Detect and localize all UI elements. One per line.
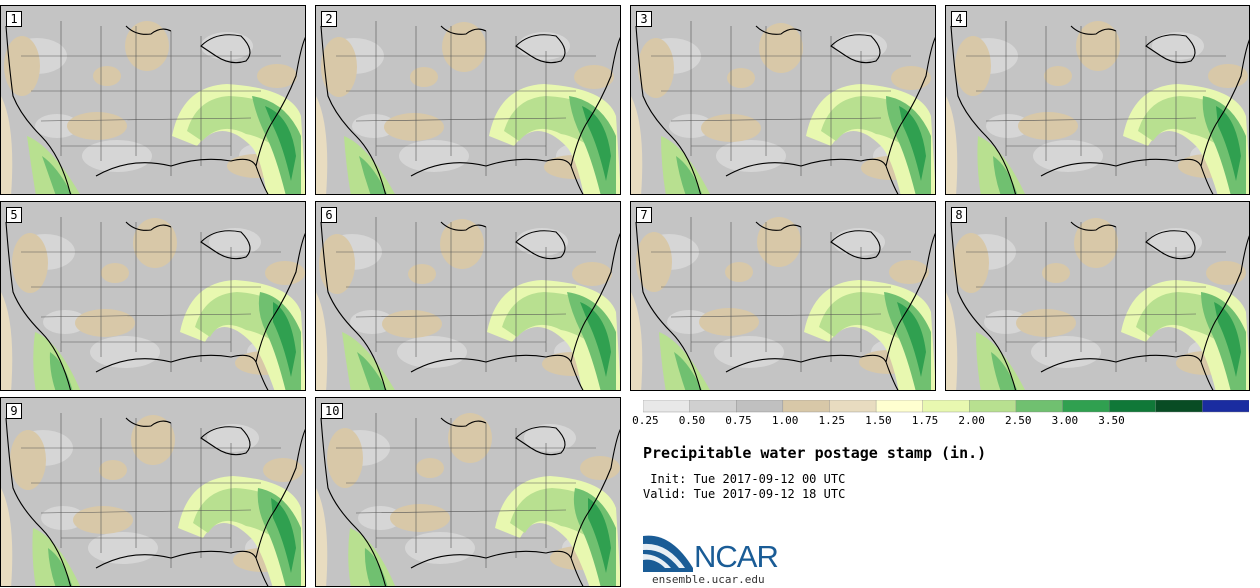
colorbar-segment	[875, 400, 924, 413]
panel-number: 3	[636, 11, 652, 27]
init-time: Init: Tue 2017-09-12 00 UTC	[643, 472, 846, 486]
colorbar-segment	[1108, 400, 1157, 413]
panel-number: 8	[951, 207, 967, 223]
colorbar-tick-label: 3.00	[1051, 414, 1079, 427]
colorbar-tick-label: 1.75	[911, 414, 939, 427]
colorbar-tick-label: 0.75	[725, 414, 752, 427]
colorbar-tick-label: 0.25	[632, 414, 659, 427]
colorbar-segment	[643, 400, 691, 413]
colorbar-segment	[1015, 400, 1064, 413]
colorbar	[643, 400, 1249, 413]
map-panel-1: 1	[0, 5, 306, 195]
colorbar-tick-label: 1.00	[771, 414, 799, 427]
colorbar-tick-label: 2.50	[1005, 414, 1032, 427]
colorbar-tick-label: 0.50	[678, 414, 706, 427]
ncar-logo-text: NCAR	[694, 539, 779, 574]
colorbar-segment	[1202, 400, 1249, 413]
website-link[interactable]: ensemble.ucar.edu	[652, 573, 765, 586]
colorbar-segment	[1062, 400, 1110, 413]
map-panel-8: 8	[945, 201, 1250, 391]
map-panel-9: 9	[0, 397, 306, 587]
colorbar-segment	[736, 400, 784, 413]
colorbar-segment	[969, 400, 1017, 413]
map-panel-6: 6	[315, 201, 621, 391]
panel-number: 2	[321, 11, 337, 27]
colorbar-tick-label: 3.50	[1098, 414, 1125, 427]
map-panel-2: 2	[315, 5, 621, 195]
panel-number: 1	[6, 11, 22, 27]
panel-number: 4	[951, 11, 967, 27]
map-panel-4: 4	[945, 5, 1250, 195]
panel-number: 6	[321, 207, 337, 223]
colorbar-tick-label: 1.50	[865, 414, 892, 427]
colorbar-segment	[689, 400, 737, 413]
map-panel-7: 7	[630, 201, 936, 391]
panel-number: 5	[6, 207, 22, 223]
map-panel-10: 10	[315, 397, 621, 587]
panel-number: 10	[321, 403, 344, 419]
colorbar-tick-label: 1.25	[818, 414, 846, 427]
colorbar-tick-label: 2.00	[958, 414, 985, 427]
colorbar-segment	[1155, 400, 1204, 413]
chart-title: Precipitable water postage stamp (in.)	[643, 444, 987, 462]
colorbar-segment	[829, 400, 877, 413]
valid-time: Valid: Tue 2017-09-12 18 UTC	[643, 487, 846, 501]
map-panel-5: 5	[0, 201, 306, 391]
colorbar-segment	[922, 400, 971, 413]
ncar-logo-icon	[643, 535, 693, 572]
map-panel-3: 3	[630, 5, 936, 195]
panel-number: 9	[6, 403, 22, 419]
panel-number: 7	[636, 207, 652, 223]
colorbar-segment	[782, 400, 831, 413]
